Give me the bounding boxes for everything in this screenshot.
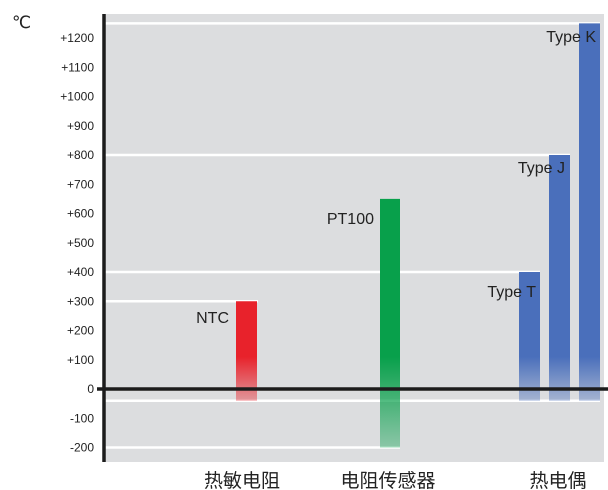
bar-pt100	[380, 198, 400, 448]
bar-label-type-t: Type T	[487, 284, 536, 301]
y-tick-label: -100	[70, 411, 94, 425]
category-label: 电阻传感器	[340, 470, 435, 490]
bar-label-type-k: Type K	[546, 29, 596, 46]
bar-label-pt100: PT100	[327, 211, 374, 228]
y-tick-label: +1200	[60, 31, 94, 45]
y-tick-labels: +1200+1100+1000+900+800+700+600+500+400+…	[60, 31, 94, 455]
bar-label-ntc: NTC	[196, 310, 229, 327]
range-guidelines	[104, 22, 600, 449]
bar-label-type-j: Type J	[518, 160, 565, 177]
bar-type-j	[549, 155, 570, 401]
category-labels: 热敏电阻 电阻传感器 热电偶	[204, 470, 587, 490]
y-tick-label: +100	[67, 353, 94, 367]
bars	[236, 23, 600, 448]
y-tick-label: +800	[67, 148, 94, 162]
bar-type-k	[579, 23, 600, 401]
y-tick-label: +500	[67, 236, 94, 250]
y-tick-label: +400	[67, 265, 94, 279]
y-tick-label: +600	[67, 207, 94, 221]
y-tick-label: -200	[70, 441, 94, 455]
category-label: 热电偶	[529, 470, 586, 490]
y-tick-label: +300	[67, 294, 94, 308]
y-tick-label: +200	[67, 324, 94, 338]
bar-ntc	[236, 301, 257, 401]
axes	[97, 14, 608, 462]
bar-type-t	[519, 272, 540, 401]
unit-label: ℃	[12, 13, 31, 33]
y-tick-label: 0	[87, 382, 94, 396]
y-tick-label: +1100	[61, 60, 94, 74]
y-tick-label: +700	[67, 177, 94, 191]
y-tick-label: +900	[67, 119, 94, 133]
bar-labels: NTC PT100 Type T Type J Type K	[196, 29, 596, 327]
category-label: 热敏电阻	[204, 470, 280, 490]
y-tick-label: +1000	[60, 90, 94, 104]
